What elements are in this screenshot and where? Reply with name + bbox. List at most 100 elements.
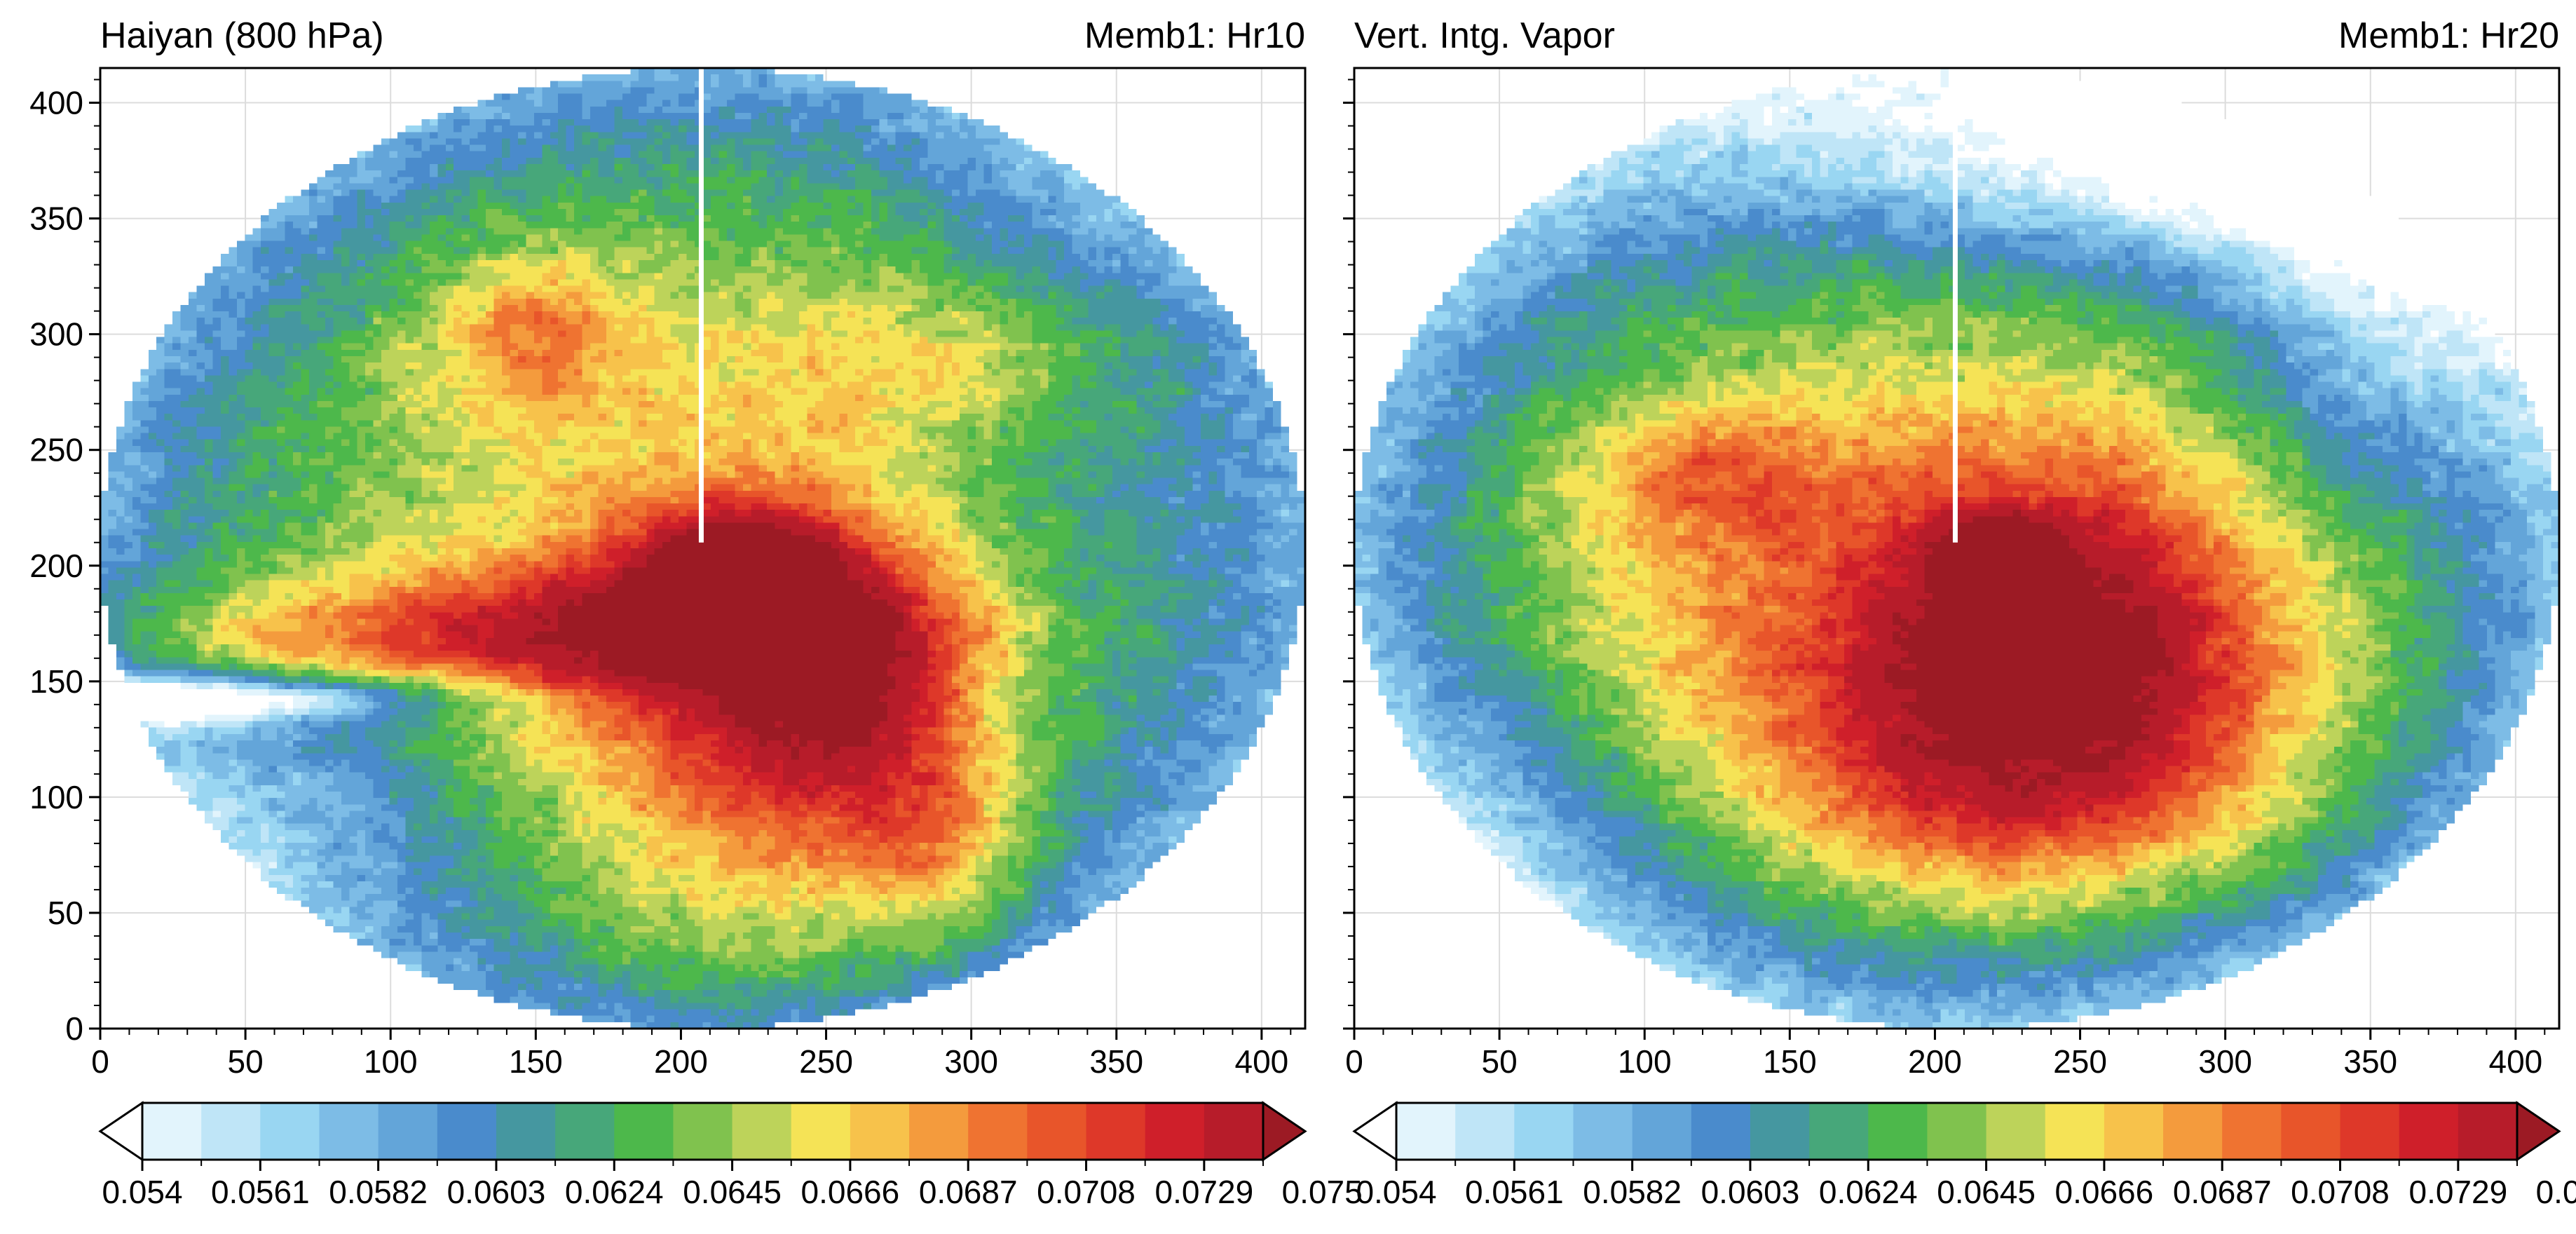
panel-right-title: Vert. Intg. Vapor [1354,15,1615,56]
panel-right: Vert. Intg. Vapor Memb1: Hr20 0 50 100 150 2… [1343,15,2576,1210]
panel-left-x-axis: 0 50 100 150 200 250 300 350 400 [91,1029,1292,1080]
colorbar-tick-label: 0.0582 [329,1174,428,1210]
colorbar-tick-label: 0.075 [1282,1174,1363,1210]
x-tick-label: 200 [654,1043,708,1080]
colorbar-frame [141,1101,1265,1161]
y-tick-label: 200 [29,548,83,584]
colorbar-bin [1573,1103,1633,1160]
colorbar-bin [1632,1103,1692,1160]
y-tick-label: 300 [29,316,83,353]
panel-left-colorbar: 0.054 0.0561 0.0582 0.0603 0.0624 0.0645 0.066… [98,1101,1363,1210]
colorbar-bin [909,1103,969,1160]
panel-right-colorbar: 0.054 0.0561 0.0582 0.0603 0.0624 0.0645 0.066… [1352,1101,2576,1210]
colorbar-tick-label: 0.0624 [565,1174,664,1210]
y-tick-label: 150 [29,663,83,700]
colorbar-tick-label: 0.0603 [1701,1174,1800,1210]
x-tick-label: 300 [944,1043,998,1080]
colorbar-bin [614,1103,674,1160]
colorbar-bin [555,1103,615,1160]
colorbar-tick-label: 0.0645 [1937,1174,2036,1210]
colorbar-bin [2104,1103,2164,1160]
panel-right-subtitle: Memb1: Hr20 [2338,15,2559,56]
colorbar-bin [2045,1103,2105,1160]
panel-right-plot-area [1353,67,2561,1030]
colorbar-tick-label: 0.0687 [919,1174,1018,1210]
colorbar-tick-label: 0.0729 [2408,1174,2507,1210]
colorbar-bin [437,1103,497,1160]
x-tick-label: 300 [2198,1043,2252,1080]
colorbar-tick-label: 0.0645 [683,1174,782,1210]
colorbar-bin [1027,1103,1087,1160]
x-tick-label: 200 [1908,1043,1962,1080]
y-tick-label: 50 [48,895,83,931]
colorbar-bin [1086,1103,1146,1160]
colorbar-bin [1396,1103,1456,1160]
y-tick-label: 400 [29,85,83,121]
colorbar-tick-label: 0.0582 [1583,1174,1682,1210]
y-tick-label: 0 [65,1010,83,1047]
colorbar-bin [319,1103,379,1160]
x-tick-label: 150 [1763,1043,1817,1080]
x-tick-label: 0 [91,1043,109,1080]
colorbar-bin [2458,1103,2518,1160]
colorbar-tick-label: 0.0708 [1037,1174,1136,1210]
colorbar-bin [260,1103,320,1160]
colorbar-under-triangle [1352,1101,1398,1162]
panel-left-subtitle: Memb1: Hr10 [1084,15,1305,56]
colorbar-bin [1514,1103,1574,1160]
colorbar-bin [378,1103,438,1160]
x-tick-label: 250 [799,1043,853,1080]
colorbar-bin [1809,1103,1869,1160]
panel-right-frame [1353,67,2561,1030]
colorbar-bin [2163,1103,2223,1160]
panel-left-frame [99,67,1307,1030]
panel-left: Haiyan (800 hPa) Memb1: Hr10 0 50 100 150 20… [29,15,1362,1210]
colorbar-tick-label: 0.0729 [1154,1174,1253,1210]
colorbar-bin [201,1103,261,1160]
colorbar-under-triangle [98,1101,144,1162]
colorbar-bin [1927,1103,1987,1160]
colorbar-over-triangle [1262,1101,1307,1162]
panel-right-x-axis: 0 50 100 150 200 250 300 350 400 [1345,1029,2546,1080]
colorbar-tick-label: 0.0603 [447,1174,546,1210]
x-tick-label: 400 [1234,1043,1288,1080]
colorbar-bin [732,1103,792,1160]
colorbar-bin [673,1103,733,1160]
x-tick-label: 150 [509,1043,563,1080]
colorbar-bin [2399,1103,2459,1160]
colorbar-bin [2222,1103,2282,1160]
colorbar-bin [850,1103,910,1160]
colorbar-bin [1868,1103,1928,1160]
x-tick-label: 50 [228,1043,264,1080]
x-tick-label: 350 [2343,1043,2397,1080]
y-tick-label: 250 [29,432,83,468]
colorbar-bin [1691,1103,1751,1160]
colorbar-frame [1395,1101,2519,1161]
colorbar-tick-label: 0.075 [2536,1174,2576,1210]
colorbar-bin [968,1103,1028,1160]
colorbar-bin [1204,1103,1264,1160]
colorbar-tick-label: 0.0708 [2291,1174,2390,1210]
panel-right-y-axis [1343,79,1354,1030]
colorbar-tick-label: 0.0687 [2173,1174,2272,1210]
colorbar-bin [142,1103,202,1160]
colorbar-tick-label: 0.0624 [1819,1174,1918,1210]
x-tick-label: 100 [364,1043,418,1080]
panel-left-y-axis: 0 50 100 150 200 250 300 350 400 [29,79,100,1047]
colorbar-bin [791,1103,851,1160]
colorbar-bin [2281,1103,2341,1160]
colorbar-bin [1986,1103,2046,1160]
colorbar-tick-label: 0.054 [1356,1174,1436,1210]
y-tick-label: 100 [29,779,83,815]
colorbar-bin [1455,1103,1515,1160]
y-tick-label: 350 [29,201,83,237]
colorbar-tick-label: 0.0561 [1465,1174,1564,1210]
x-tick-label: 400 [2488,1043,2542,1080]
colorbar-tick-label: 0.054 [102,1174,182,1210]
colorbar-bin [496,1103,556,1160]
colorbar-tick-label: 0.0561 [211,1174,310,1210]
colorbar-bin [1750,1103,1810,1160]
colorbar-over-triangle [2516,1101,2561,1162]
x-tick-label: 100 [1618,1043,1672,1080]
